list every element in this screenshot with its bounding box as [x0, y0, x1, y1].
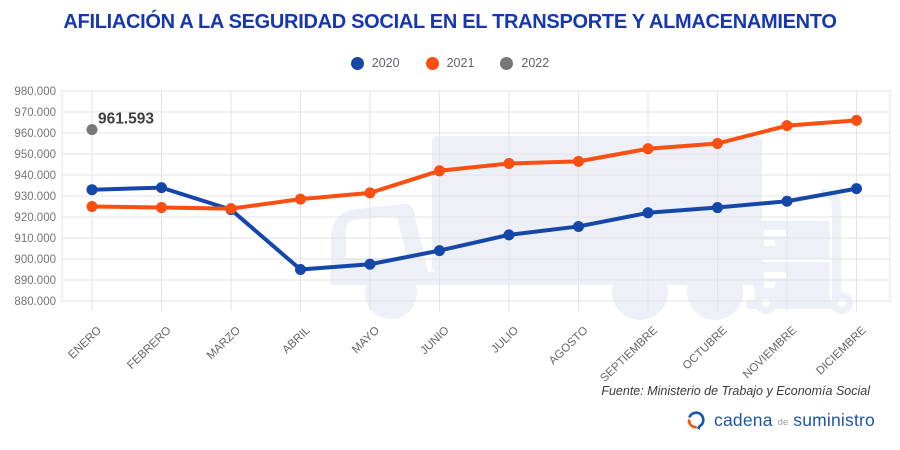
- series-line-2021: [91, 118, 857, 211]
- legend-dot-2020: [350, 56, 364, 70]
- legend-label: 2020: [371, 56, 400, 70]
- y-axis-label: 900.000: [14, 254, 56, 266]
- y-axis-label: 970.000: [14, 107, 56, 119]
- data-point-2020: [86, 184, 98, 196]
- x-axis-label: MARZO: [205, 324, 243, 362]
- legend-item-2020[interactable]: 2020: [350, 56, 400, 70]
- data-point-2020: [573, 220, 584, 232]
- data-point-2021: [86, 201, 98, 212]
- series-2022: [86, 124, 98, 136]
- x-axis-label: OCTUBRE: [681, 324, 730, 372]
- data-point-2021: [364, 187, 376, 199]
- x-axis-label: DICIEMBRE: [814, 324, 869, 377]
- data-point-2022: [86, 124, 98, 136]
- brand-de: de: [777, 417, 789, 428]
- y-axis-label: 920.000: [14, 212, 56, 224]
- legend-dot-2022: [500, 56, 514, 70]
- data-point-2020: [156, 182, 167, 194]
- data-point-2020: [434, 245, 445, 257]
- y-axis-label: 940.000: [14, 170, 56, 182]
- data-point-2021: [573, 155, 584, 167]
- x-axis-label: ABRIL: [280, 324, 313, 356]
- x-axis-label: ENERO: [66, 324, 104, 361]
- y-axis-label: 930.000: [14, 191, 56, 203]
- chart-legend: 2020 2021 2022: [0, 56, 900, 70]
- data-point-2020: [642, 207, 654, 219]
- data-point-2021: [434, 165, 445, 177]
- data-point-2020: [364, 258, 376, 270]
- legend-item-2021[interactable]: 2021: [425, 56, 475, 70]
- x-axis-labels: ENERO FEBRERO MARZO ABRIL MAYO JUNIO JULIO AGOS…: [66, 324, 868, 385]
- y-axis-label: 950.000: [14, 149, 56, 161]
- brand-logo[interactable]: cadena de suministro: [685, 409, 875, 431]
- data-point-2020: [851, 183, 862, 195]
- y-axis-label: 890.000: [14, 275, 56, 287]
- x-axis-label: AGOSTO: [547, 324, 591, 367]
- legend-label: 2021: [446, 56, 475, 70]
- y-axis-label: 880.000: [14, 296, 56, 308]
- legend-item-2022[interactable]: 2022: [500, 56, 549, 70]
- data-point-2021: [712, 138, 723, 149]
- y-axis-label: 980.000: [14, 86, 56, 98]
- brand-suministro: suministro: [793, 409, 875, 430]
- x-axis-label: JULIO: [489, 324, 521, 355]
- watermark-truck-illustration: [330, 136, 853, 320]
- circular-arrows-icon: [687, 411, 705, 430]
- x-axis-label: MAYO: [350, 324, 382, 356]
- data-point-2021: [503, 157, 515, 169]
- data-point-2020: [295, 264, 306, 275]
- x-axis-label: SEPTIEMBRE: [598, 324, 660, 384]
- data-point-2020: [503, 229, 515, 241]
- y-axis-label: 960.000: [14, 128, 56, 140]
- series-line-2020: [91, 185, 857, 272]
- data-point-2020: [781, 195, 793, 207]
- data-point-2021: [781, 120, 793, 132]
- y-axis-label: 910.000: [14, 233, 56, 245]
- data-point-2021: [225, 203, 237, 215]
- legend-dot-2021: [425, 56, 439, 70]
- source-note: Fuente: Ministerio de Trabajo y Economía…: [601, 384, 870, 398]
- legend-label: 2022: [521, 56, 550, 70]
- data-point-2020: [712, 202, 723, 214]
- x-axis-label: NOVIEMBRE: [741, 324, 799, 381]
- data-point-2021: [156, 202, 167, 214]
- y-axis-labels: 880.000 890.000 900.000 910.000 920.000 930.0…: [14, 86, 56, 308]
- data-point-2021: [295, 193, 306, 205]
- gridlines: [61, 90, 891, 311]
- data-point-2021: [851, 114, 862, 126]
- x-axis-label: FEBRERO: [125, 324, 173, 371]
- chart-title: AFILIACIÓN A LA SEGURIDAD SOCIAL EN EL T…: [63, 11, 837, 33]
- data-point-2021: [642, 143, 654, 155]
- annotation-value-label: 961.593: [98, 111, 154, 128]
- brand-cadena: cadena: [714, 409, 773, 430]
- series-2020: [86, 182, 862, 275]
- series-2021: [86, 114, 862, 215]
- x-axis-label: JUNIO: [418, 324, 451, 357]
